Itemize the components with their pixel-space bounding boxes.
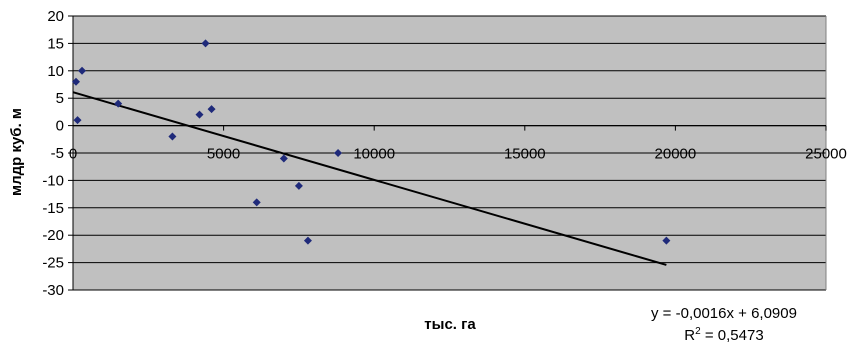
x-tick-label: 20000 (655, 146, 697, 163)
y-tick-label: -15 (42, 200, 64, 217)
data-point (252, 198, 261, 207)
y-tick-label: -20 (42, 227, 64, 244)
data-point (195, 110, 204, 119)
trendline-equation: y = -0,0016x + 6,0909 (651, 305, 797, 322)
data-point (72, 77, 81, 86)
data-points (72, 39, 671, 245)
x-tick-label: 15000 (504, 146, 546, 163)
data-point (279, 154, 288, 163)
data-point (294, 181, 303, 190)
y-tick-label: -30 (42, 282, 64, 299)
y-tick-label: 20 (47, 8, 64, 25)
y-axis-label: млдр куб. м (8, 108, 25, 196)
y-tick-label: 0 (56, 118, 64, 135)
x-axis-label: тыс. га (424, 316, 476, 333)
y-tick-label: -25 (42, 255, 64, 272)
r-squared-superscript: 2 (695, 326, 701, 337)
data-point (662, 236, 671, 245)
x-tick-label: 0 (69, 146, 77, 163)
y-tick-label: -10 (42, 172, 64, 189)
y-tick-labels: 20 15 10 5 0 -5 -10 -15 -20 -25 -30 (42, 8, 73, 299)
y-tick-label: -5 (51, 145, 64, 162)
x-tick-label: 10000 (353, 146, 395, 163)
data-point (207, 105, 216, 114)
x-tick-label: 5000 (207, 146, 240, 163)
y-tick-label: 5 (56, 90, 64, 107)
r-squared-label: R2 = 0,5473 (684, 326, 763, 344)
y-tick-label: 10 (47, 63, 64, 80)
data-point (73, 116, 82, 125)
data-point (303, 236, 312, 245)
data-point (114, 99, 123, 108)
data-point (168, 132, 177, 141)
x-tick-label: 25000 (805, 146, 847, 163)
data-point (334, 149, 343, 157)
data-point (201, 39, 210, 48)
r-squared-symbol: R (684, 327, 695, 344)
r-squared-value: = 0,5473 (701, 327, 764, 344)
trendline (72, 91, 667, 266)
data-point (78, 66, 87, 75)
gridlines (73, 15, 826, 264)
y-tick-label: 15 (47, 35, 64, 52)
x-tick-labels: 0 5000 10000 15000 20000 25000 (69, 125, 847, 163)
